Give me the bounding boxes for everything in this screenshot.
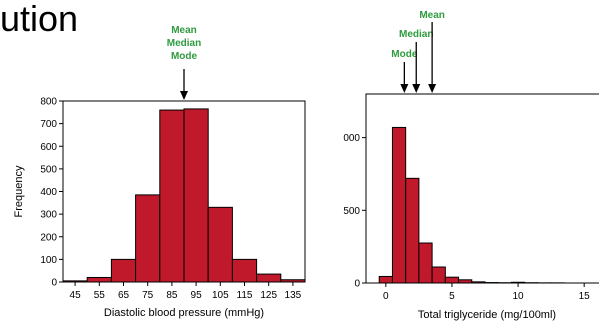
x-tick-label: 55 [94, 290, 106, 301]
x-tick-label: 65 [118, 290, 130, 301]
histogram-bar [256, 273, 282, 283]
x-tick-label: 85 [166, 290, 178, 301]
annotation-label: Mode [391, 49, 418, 60]
y-tick-label: 600 [40, 142, 57, 153]
histogram-bar [231, 258, 258, 283]
histogram-bar [135, 194, 161, 283]
y-tick-label: 200 [40, 232, 57, 243]
histogram-bar [378, 275, 393, 284]
x-axis-title: Total triglyceride (mg/100ml) [418, 309, 556, 321]
histogram-bar [418, 242, 433, 284]
histogram-bar [444, 276, 460, 284]
y-tick-label: 0 [354, 279, 360, 290]
x-tick-label: 125 [260, 290, 277, 301]
y-tick-label: 100 [40, 255, 57, 266]
x-tick-label: 10 [512, 291, 524, 302]
y-axis-title: Frequency [13, 165, 25, 217]
annotation-label: Mean [171, 25, 197, 36]
y-tick-label: 500 [343, 206, 360, 217]
diastolic-histogram: 0 100 200 300 400 500 600 700 800 45 55 65 75 85 95 105… [13, 25, 306, 319]
histogram-bar [110, 258, 137, 283]
histogram-bar [391, 126, 407, 284]
histogram-bar [207, 206, 233, 283]
x-axis-title: Diastolic blood pressure (mmHg) [104, 307, 264, 319]
histogram-bar [405, 177, 420, 284]
x-tick-label: 0 [383, 291, 389, 302]
y-tick-label: 700 [40, 119, 57, 130]
x-tick-label: 135 [285, 290, 302, 301]
x-tick-label: 105 [212, 290, 229, 301]
histogram-bar [159, 109, 185, 283]
x-tick-label: 5 [449, 291, 455, 302]
y-tick-label: 400 [40, 187, 57, 198]
x-tick-label: 95 [191, 290, 203, 301]
y-tick-label: 000 [343, 133, 360, 144]
annotation-arrow-head [400, 84, 409, 93]
y-tick-label: 800 [40, 97, 57, 108]
annotation-arrow-head [428, 84, 437, 93]
y-tick-label: 500 [40, 164, 57, 175]
annotation-label: Mean [419, 10, 445, 21]
x-tick-label: 115 [237, 290, 253, 301]
histogram-bar [86, 276, 112, 283]
x-tick-label: 75 [142, 290, 154, 301]
x-tick-label: 45 [70, 290, 82, 301]
slide-title: ution [0, 0, 79, 39]
annotation-arrow-head [180, 91, 188, 100]
y-tick-label: 300 [40, 210, 57, 221]
annotation-label: Median [399, 29, 433, 40]
annotation-arrow-head [412, 84, 421, 93]
histogram-bar [183, 108, 209, 283]
annotation-label: Mode [171, 51, 198, 62]
annotation-label: Median [167, 38, 201, 49]
y-tick-label: 0 [51, 278, 57, 289]
plot-frame [365, 93, 599, 284]
histogram-bar [431, 266, 446, 284]
x-tick-label: 15 [579, 291, 591, 302]
